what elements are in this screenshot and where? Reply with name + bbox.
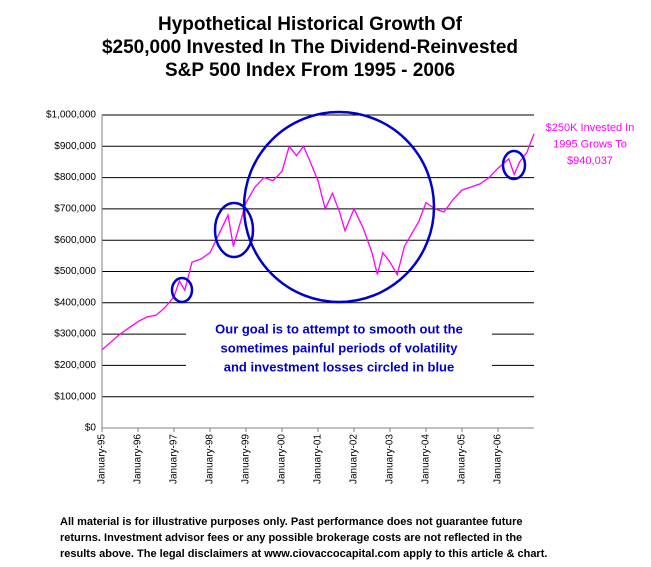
y-tick-label: $900,000	[54, 141, 96, 152]
y-tick-label: $300,000	[54, 329, 96, 340]
highlight-circles	[170, 110, 527, 304]
annotation: Our goal is to attempt to smooth out the	[215, 321, 463, 336]
circle	[242, 110, 436, 304]
x-tick-label: January-97	[169, 434, 180, 484]
x-tick-label: January-05	[457, 434, 468, 484]
y-tick-label: $400,000	[54, 297, 96, 308]
annotation: sometimes painful periods of volatility	[221, 340, 459, 355]
texts: $0 $100,000 $200,000 $300,000 $400,000 $500,0…	[46, 14, 634, 560]
x-tick-label: January-99	[241, 434, 252, 484]
side-note: 1995 Grows To	[553, 138, 627, 150]
x-tick-label: January-95	[97, 434, 108, 484]
grid	[101, 114, 534, 432]
y-tick-label: $700,000	[54, 204, 96, 215]
side-note: $250K Invested In	[546, 122, 635, 134]
growth-line	[101, 133, 535, 351]
chart-title: $250,000 Invested In The Dividend-Reinve…	[102, 37, 518, 58]
circle	[213, 201, 255, 259]
y-tick-label: $1,000,000	[46, 110, 96, 121]
footer: returns. Investment advisor fees or any …	[60, 532, 522, 544]
x-tick-label: January-98	[205, 434, 216, 484]
annotation-box	[186, 319, 492, 379]
y-tick-label: $100,000	[54, 391, 96, 402]
annotation: and investment losses circled in blue	[224, 359, 454, 374]
x-tick-label: January-03	[385, 434, 396, 484]
x-tick-label: January-04	[421, 434, 432, 484]
x-tick-label: January-02	[349, 434, 360, 484]
y-tick-label: $500,000	[54, 266, 96, 277]
x-tick-label: January-96	[133, 434, 144, 484]
x-tick-label: January-01	[313, 434, 324, 484]
chart-title: S&P 500 Index From 1995 - 2006	[165, 60, 455, 81]
chart-title: Hypothetical Historical Growth Of	[158, 14, 463, 35]
circle	[170, 276, 194, 304]
side-note: $940,037	[567, 155, 613, 167]
footer: All material is for illustrative purpose…	[60, 516, 523, 528]
circle	[501, 149, 527, 181]
x-tick-label: January-00	[277, 434, 288, 484]
x-tick-label: January-06	[493, 434, 504, 484]
y-tick-label: $800,000	[54, 172, 96, 183]
y-tick-label: $600,000	[54, 235, 96, 246]
plot	[101, 133, 535, 351]
y-tick-label: $200,000	[54, 360, 96, 371]
y-tick-label: $0	[85, 423, 97, 434]
footer: results above. The legal disclaimers at …	[60, 548, 547, 560]
